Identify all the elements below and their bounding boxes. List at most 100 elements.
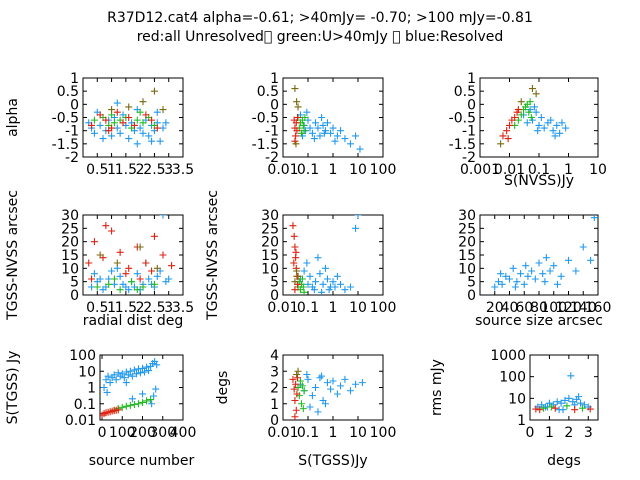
data-point-blue <box>523 119 531 127</box>
x-tick-label: 1 <box>329 300 338 316</box>
data-point-red <box>293 374 301 382</box>
data-point-red <box>142 111 150 119</box>
data-point-blue <box>346 140 354 148</box>
data-point-blue <box>565 394 573 402</box>
data-point-blue <box>120 374 128 382</box>
x-axis-label: radial dist deg <box>83 313 183 329</box>
data-point-red <box>148 267 156 275</box>
data-point-red <box>113 108 121 116</box>
x-tick-label: 0.5 <box>86 162 108 178</box>
data-point-blue <box>306 272 314 280</box>
data-point-red <box>571 406 579 414</box>
data-point-red <box>503 127 511 135</box>
data-point-green <box>143 397 151 405</box>
data-point-red <box>506 121 513 129</box>
data-point-red <box>511 114 519 121</box>
data-point-olive <box>153 264 161 272</box>
data-point-red <box>108 227 116 235</box>
scatter-panels: 0.511.522.533.510.50-0.5-1-1.5-2alpha0.0… <box>5 71 611 469</box>
data-point-olive <box>293 267 301 275</box>
y-tick-label: 0.01 <box>65 413 96 429</box>
data-point-blue <box>316 270 324 278</box>
data-points <box>290 85 364 153</box>
data-point-blue <box>535 259 543 267</box>
data-point-green <box>514 116 522 124</box>
data-point-blue <box>122 379 130 387</box>
x-axis-label: source number <box>89 453 195 469</box>
data-point-olive <box>294 272 302 280</box>
data-point-red <box>105 127 113 135</box>
x-axis-label: S(NVSS)Jy <box>504 173 574 189</box>
data-point-green <box>299 405 307 413</box>
data-point-blue <box>562 124 570 132</box>
y-axis-label: TGSS-NVSS arcsec <box>5 190 21 321</box>
data-point-red <box>293 390 301 398</box>
x-tick-label: 100 <box>370 300 397 316</box>
data-point-olive <box>293 371 301 378</box>
data-point-green <box>134 400 142 408</box>
data-point-red <box>150 232 158 240</box>
data-point-blue <box>310 286 318 294</box>
x-tick-label: 40 <box>501 300 519 316</box>
x-tick-label: 0 <box>98 425 107 441</box>
data-point-red <box>119 119 127 127</box>
data-point-blue <box>90 129 98 137</box>
x-tick-label: 140 <box>570 300 597 316</box>
data-point-red <box>88 275 96 283</box>
x-tick-label: 3 <box>164 300 173 316</box>
y-tick-label: 1 <box>70 71 79 87</box>
data-point-blue <box>312 384 320 391</box>
data-point-blue <box>341 135 349 143</box>
y-tick-label: 1 <box>87 381 96 397</box>
x-tick-label: 1 <box>329 162 338 178</box>
x-tick-label: 1 <box>107 162 116 178</box>
data-point-green <box>578 404 586 412</box>
data-point-blue <box>540 124 548 132</box>
y-tick-label: 100 <box>499 370 526 386</box>
data-point-blue <box>314 254 322 262</box>
x-tick-label: 80 <box>530 300 548 316</box>
data-point-blue <box>541 278 549 286</box>
data-points <box>85 215 176 294</box>
data-point-blue <box>316 374 324 382</box>
data-point-red <box>148 116 156 124</box>
data-point-green <box>105 280 113 288</box>
data-point-blue <box>522 262 530 270</box>
x-tick-label: 120 <box>555 300 582 316</box>
y-tick-label: -1.5 <box>449 137 476 153</box>
data-point-blue <box>553 280 561 288</box>
data-point-blue <box>539 270 547 278</box>
data-point-blue <box>545 399 553 407</box>
x-tick-label: 10 <box>349 162 367 178</box>
data-point-green <box>298 400 306 408</box>
x-tick-label: 10 <box>589 162 607 178</box>
y-tick-label: 15 <box>261 248 279 264</box>
data-point-blue <box>333 132 341 140</box>
x-tick-label: 2.5 <box>143 162 165 178</box>
x-tick-label: 2 <box>136 162 145 178</box>
data-point-blue <box>148 400 156 408</box>
data-point-blue <box>136 369 144 377</box>
data-point-red <box>291 397 299 404</box>
data-point-blue <box>550 262 558 270</box>
data-point-red <box>586 405 594 413</box>
data-point-blue <box>346 387 354 395</box>
data-point-blue <box>113 99 121 107</box>
data-point-blue <box>321 264 329 272</box>
data-point-olive <box>294 367 302 375</box>
data-point-blue <box>491 283 499 291</box>
x-tick-label: 1.5 <box>115 300 137 316</box>
x-tick-label: 3.5 <box>172 162 194 178</box>
data-point-blue <box>323 379 331 387</box>
data-point-blue <box>145 275 153 283</box>
data-point-blue <box>511 283 519 291</box>
y-axis-label: TGSS-NVSS arcsec <box>205 190 221 321</box>
y-tick-label: 0.1 <box>74 397 96 413</box>
y-tick-label: 15 <box>61 248 79 264</box>
data-point-blue <box>152 385 160 393</box>
data-point-blue <box>546 267 554 275</box>
data-point-blue <box>537 114 545 121</box>
data-point-blue <box>103 388 111 396</box>
y-tick-label: 25 <box>458 221 476 237</box>
